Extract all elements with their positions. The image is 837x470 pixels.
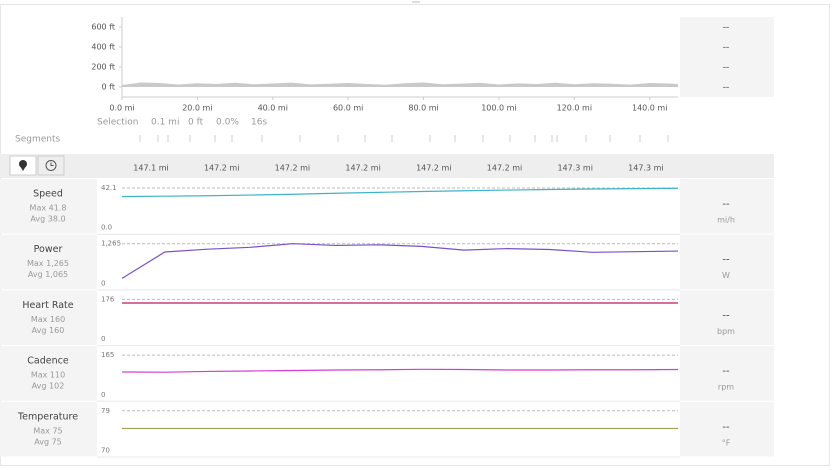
x-tick-label: 100.0 mi — [481, 104, 516, 113]
y-tick-label: 400 ft — [91, 43, 115, 52]
panel-label-bg — [0, 401, 97, 457]
pin-tip — [20, 166, 26, 171]
toolbar — [0, 154, 774, 178]
detail-x-label: 147.2 mi — [345, 164, 380, 173]
panel-unit: rpm — [718, 383, 734, 392]
detail-x-label: 147.2 mi — [416, 164, 451, 173]
detail-x-label: 147.3 mi — [628, 164, 663, 173]
panel-label-bg — [0, 234, 97, 290]
panel-avg: Avg 75 — [34, 437, 62, 446]
y-tick-label: 70 — [101, 447, 110, 455]
x-tick-label: 60.0 mi — [333, 104, 363, 113]
panel-title: Heart Rate — [22, 300, 73, 311]
panel-avg: Avg 1,065 — [28, 270, 68, 279]
selection-elevation: 0 ft — [188, 118, 204, 128]
selection-grade: 0.0% — [216, 118, 239, 128]
panel-value-bg — [680, 179, 774, 234]
panel-max: Max 75 — [33, 426, 62, 435]
detail-x-label: 147.2 mi — [487, 164, 522, 173]
x-tick-label: 40.0 mi — [258, 104, 288, 113]
y-tick-label: 42.1 — [101, 184, 117, 192]
detail-x-label: 147.3 mi — [557, 164, 592, 173]
panel-value-bg — [680, 346, 774, 401]
panel-unit: mi/h — [717, 216, 735, 225]
y-tick-label: 79 — [101, 407, 110, 415]
elevation-area — [122, 82, 678, 87]
panel-current: -- — [722, 255, 730, 266]
summary-value: -- — [723, 43, 730, 53]
y-tick-label: 0 — [101, 391, 105, 399]
selection-distance: 0.1 mi — [151, 118, 179, 128]
summary-panel — [680, 17, 774, 97]
y-tick-label: 165 — [101, 351, 114, 359]
x-tick-label: 20.0 mi — [182, 104, 212, 113]
panel-unit: bpm — [717, 327, 735, 336]
summary-value: -- — [723, 63, 730, 73]
detail-x-label: 147.2 mi — [275, 164, 310, 173]
segments-label: Segments — [15, 135, 61, 145]
panel-value-bg — [680, 401, 774, 457]
panel-title: Temperature — [17, 411, 78, 422]
y-tick-label: 0.0 — [101, 224, 112, 232]
clock-icon — [45, 160, 57, 171]
panel-title: Speed — [33, 189, 63, 200]
panel-avg: Avg 102 — [32, 382, 65, 391]
panel-unit: W — [722, 271, 730, 280]
panel-max: Max 110 — [31, 371, 65, 380]
x-tick-label: 0.0 mi — [109, 104, 134, 113]
summary-value: -- — [723, 83, 730, 93]
panel-max: Max 160 — [31, 315, 65, 324]
panel-value-bg — [680, 234, 774, 290]
panel-current: -- — [722, 422, 730, 433]
panel-label-bg — [0, 290, 97, 346]
series-line — [121, 243, 679, 279]
panel-avg: Avg 38.0 — [30, 215, 65, 224]
panel-label-bg — [0, 346, 97, 401]
series-line — [121, 368, 679, 373]
x-tick-label: 120.0 mi — [557, 104, 592, 113]
panel-current: -- — [722, 366, 730, 377]
panel-current: -- — [722, 199, 730, 210]
panel-max: Max 1,265 — [27, 259, 69, 268]
panel-max: Max 41.8 — [30, 204, 67, 213]
panel-title: Power — [34, 244, 63, 255]
selection-label: Selection — [97, 118, 138, 128]
clock-hands — [50, 162, 54, 166]
y-tick-label: 176 — [101, 295, 115, 303]
y-tick-label: 0 ft — [102, 83, 115, 92]
y-tick-label: 0 — [101, 335, 105, 343]
x-tick-label: 80.0 mi — [408, 104, 438, 113]
segment-ticks — [139, 135, 669, 142]
y-tick-label: 600 ft — [91, 23, 115, 32]
panel-value-bg — [680, 290, 774, 346]
panel-current: -- — [722, 310, 730, 321]
panel-label-bg — [0, 179, 97, 234]
y-tick-label: 0 — [101, 279, 105, 287]
y-tick-label: 1,265 — [101, 240, 121, 248]
detail-x-label: 147.2 mi — [204, 164, 239, 173]
x-tick-label: 140.0 mi — [632, 104, 667, 113]
panel-title: Cadence — [27, 356, 69, 367]
panel-unit: °F — [722, 438, 731, 447]
summary-value: -- — [723, 23, 730, 33]
panel-avg: Avg 160 — [32, 326, 65, 335]
detail-x-label: 147.1 mi — [133, 164, 168, 173]
selection-time: 16s — [251, 118, 267, 128]
y-tick-label: 200 ft — [91, 63, 115, 72]
series-line — [121, 187, 679, 198]
